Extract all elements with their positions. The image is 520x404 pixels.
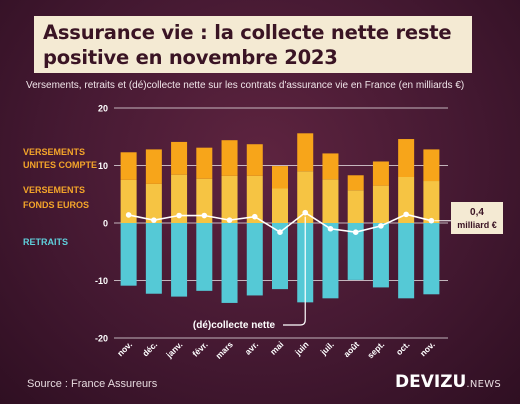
bar-fonds-euros	[322, 179, 339, 223]
bar-fonds-euros	[196, 178, 213, 223]
legend-uc-line1: VERSEMENTS	[23, 147, 85, 157]
bar-retraits	[171, 223, 188, 297]
bar-unites-compte	[221, 140, 238, 176]
net-point	[176, 212, 182, 219]
x-tick-label: févr.	[190, 339, 209, 358]
net-point	[352, 229, 359, 235]
legend-net: (dé)collecte nette	[193, 320, 276, 331]
net-point	[251, 213, 258, 220]
x-tick-label: nov.	[115, 339, 134, 358]
bar-fonds-euros	[246, 175, 263, 223]
bar-fonds-euros	[297, 171, 314, 223]
bar-fonds-euros	[372, 185, 389, 223]
net-point	[403, 211, 409, 218]
bar-unites-compte	[347, 175, 364, 191]
net-point	[327, 225, 334, 232]
bar-unites-compte	[372, 161, 389, 186]
y-tick-label: 20	[98, 104, 108, 114]
bar-fonds-euros	[171, 174, 188, 223]
bar-retraits	[221, 223, 238, 303]
bar-unites-compte	[145, 149, 162, 184]
bar-retraits	[196, 223, 213, 291]
bar-retraits	[246, 223, 263, 296]
devizu-logo: DEVIZU.NEWS	[395, 372, 501, 392]
bar-retraits	[372, 223, 389, 288]
bar-fonds-euros	[347, 190, 364, 223]
net-point	[201, 212, 208, 219]
bar-retraits	[347, 223, 364, 280]
logo-suffix: .NEWS	[466, 379, 502, 390]
legend-retraits: RETRAITS	[23, 237, 68, 247]
bar-retraits	[272, 223, 288, 290]
logo-main: DEVIZU	[395, 372, 467, 392]
x-tick-label: juil.	[318, 339, 336, 357]
bar-fonds-euros	[120, 179, 137, 223]
bar-unites-compte	[322, 153, 339, 180]
x-tick-label: mars	[214, 339, 236, 361]
net-point	[277, 229, 283, 235]
net-point	[378, 223, 384, 229]
x-tick-label: oct.	[394, 339, 412, 357]
net-point	[226, 217, 233, 223]
x-tick-label: avr.	[243, 339, 260, 356]
chart-subtitle: Versements, retraits et (dé)collecte net…	[26, 80, 465, 91]
bar-unites-compte	[120, 152, 137, 180]
bar-retraits	[423, 223, 440, 295]
legend-euros-line2: FONDS EUROS	[23, 200, 89, 210]
bar-unites-compte	[398, 139, 415, 177]
bar-unites-compte	[246, 144, 263, 176]
bar-unites-compte	[297, 133, 314, 172]
bar-fonds-euros	[272, 188, 288, 223]
y-tick-label: 0	[103, 219, 108, 229]
title-line-2: positive en novembre 2023	[43, 46, 338, 69]
bar-fonds-euros	[398, 177, 415, 223]
title-box: Assurance vie : la collecte nette reste …	[34, 16, 472, 73]
legend-uc-line2: UNITES COMPTE	[23, 160, 97, 170]
title-line-1: Assurance vie : la collecte nette reste	[43, 21, 452, 44]
annotation-box	[451, 202, 503, 234]
source-note: Source : France Assureurs	[27, 378, 158, 390]
net-point	[125, 212, 132, 218]
bar-retraits	[398, 223, 415, 299]
net-point	[151, 217, 157, 223]
net-point	[302, 209, 309, 216]
x-tick-label: déc.	[140, 339, 159, 358]
x-tick-label: sept.	[365, 339, 386, 360]
bar-unites-compte	[196, 147, 213, 179]
x-tick-label: août	[341, 339, 361, 359]
y-tick-label: 10	[98, 161, 108, 171]
bar-unites-compte	[423, 149, 440, 182]
legend-euros-line1: VERSEMENTS	[23, 185, 85, 195]
bar-unites-compte	[171, 141, 188, 175]
net-label-connector	[283, 216, 306, 326]
bar-fonds-euros	[221, 175, 238, 223]
y-tick-label: -20	[95, 334, 108, 344]
bar-fonds-euros	[423, 181, 440, 223]
x-tick-label: mai	[268, 339, 285, 356]
bar-fonds-euros	[145, 183, 162, 223]
x-tick-label: nov.	[418, 339, 437, 358]
annotation-value: 0,4	[470, 207, 484, 218]
bar-unites-compte	[272, 166, 288, 189]
bar-retraits	[145, 223, 162, 294]
bar-retraits	[120, 223, 137, 286]
bar-retraits	[322, 223, 339, 299]
x-tick-label: janv.	[163, 339, 184, 360]
net-point	[428, 217, 435, 224]
annotation-unit: milliard €	[457, 220, 497, 230]
x-tick-label: juin	[292, 339, 310, 357]
y-tick-label: -10	[95, 276, 108, 286]
